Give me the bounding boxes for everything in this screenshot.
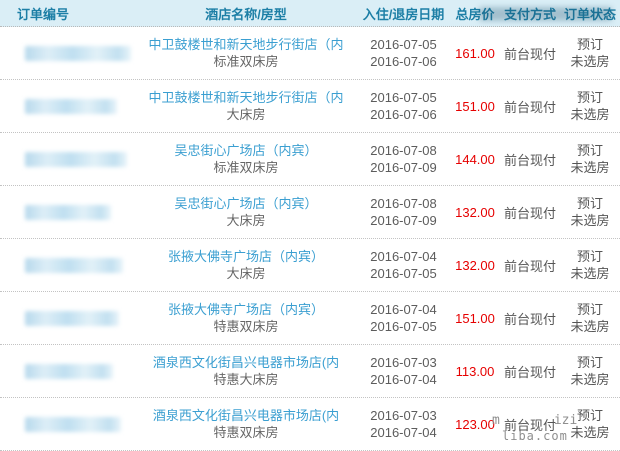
table-row: 吴忠街心广场店（内宾） 标准双床房 2016-07-08 2016-07-09 …: [0, 133, 620, 186]
header-status: 订单状态: [563, 6, 616, 22]
status-line1: 预订: [576, 37, 603, 52]
table-row: 中卫鼓楼世和新天地步行街店（内 标准双床房 2016-07-05 2016-07…: [0, 27, 620, 80]
table-row: 酒泉西文化街昌兴电器市场店(内 特惠双床房 2016-07-03 2016-07…: [0, 398, 620, 451]
header-order-id: 订单编号: [17, 6, 70, 22]
total-price: 144.00: [455, 151, 495, 167]
payment-method: 前台现付: [503, 417, 556, 433]
status-line1: 预订: [576, 355, 603, 370]
checkout-date: 2016-07-05: [370, 319, 437, 334]
total-price: 132.00: [455, 257, 495, 273]
total-price: 113.00: [455, 363, 495, 379]
room-type: 大床房: [226, 266, 266, 281]
checkin-date: 2016-07-08: [370, 196, 437, 211]
payment-method: 前台现付: [503, 152, 556, 168]
status-line2: 未选房: [570, 372, 610, 387]
room-type: 特惠双床房: [213, 425, 279, 440]
status-line2: 未选房: [570, 319, 610, 334]
hotel-link[interactable]: 吴忠街心广场店（内宾）: [174, 143, 318, 158]
order-id-masked: [25, 151, 127, 167]
table-row: 酒泉西文化街昌兴电器市场店(内 特惠大床房 2016-07-03 2016-07…: [0, 345, 620, 398]
checkin-date: 2016-07-05: [370, 37, 437, 52]
status-line1: 预订: [576, 408, 603, 423]
total-price: 132.00: [455, 204, 495, 220]
header-payment: 支付方式: [503, 6, 556, 22]
header-hotel-room: 酒店名称/房型: [205, 6, 287, 22]
payment-method: 前台现付: [503, 364, 556, 380]
checkin-date: 2016-07-04: [370, 249, 437, 264]
checkin-date: 2016-07-03: [370, 355, 437, 370]
status-line1: 预订: [576, 90, 603, 105]
hotel-link[interactable]: 酒泉西文化街昌兴电器市场店(内: [152, 355, 340, 370]
room-type: 标准双床房: [213, 54, 279, 69]
hotel-link[interactable]: 张掖大佛寺广场店（内宾）: [167, 249, 324, 264]
payment-method: 前台现付: [503, 311, 556, 327]
payment-method: 前台现付: [503, 46, 556, 62]
room-type: 标准双床房: [213, 160, 279, 175]
status-line2: 未选房: [570, 54, 610, 69]
checkout-date: 2016-07-04: [370, 425, 437, 440]
status-line1: 预订: [576, 302, 603, 317]
checkin-date: 2016-07-04: [370, 302, 437, 317]
checkout-date: 2016-07-05: [370, 266, 437, 281]
room-type: 大床房: [226, 213, 266, 228]
table-header-row: 订单编号 酒店名称/房型 入住/退房日期 总房价 支付方式 订单状态: [0, 0, 620, 27]
status-line2: 未选房: [570, 213, 610, 228]
header-dates: 入住/退房日期: [362, 6, 445, 22]
hotel-link[interactable]: 酒泉西文化街昌兴电器市场店(内: [152, 408, 340, 423]
order-id-masked: [25, 416, 121, 432]
checkout-date: 2016-07-09: [370, 213, 437, 228]
order-id-masked: [25, 204, 111, 220]
checkout-date: 2016-07-06: [370, 54, 437, 69]
room-type: 特惠大床房: [213, 372, 279, 387]
payment-method: 前台现付: [503, 258, 556, 274]
table-row: 中卫鼓楼世和新天地步行街店（内 大床房 2016-07-05 2016-07-0…: [0, 80, 620, 133]
status-line2: 未选房: [570, 107, 610, 122]
hotel-link[interactable]: 张掖大佛寺广场店（内宾）: [167, 302, 324, 317]
checkout-date: 2016-07-06: [370, 107, 437, 122]
order-id-masked: [25, 45, 131, 61]
checkout-date: 2016-07-09: [370, 160, 437, 175]
order-id-masked: [25, 310, 119, 326]
table-row: 张掖大佛寺广场店（内宾） 特惠双床房 2016-07-04 2016-07-05…: [0, 292, 620, 345]
status-line2: 未选房: [570, 425, 610, 440]
payment-method: 前台现付: [503, 205, 556, 221]
order-id-masked: [25, 98, 117, 114]
hotel-link[interactable]: 吴忠街心广场店（内宾）: [174, 196, 318, 211]
checkout-date: 2016-07-04: [370, 372, 437, 387]
checkin-date: 2016-07-05: [370, 90, 437, 105]
status-line1: 预订: [576, 249, 603, 264]
total-price: 151.00: [455, 98, 495, 114]
total-price: 123.00: [455, 416, 495, 432]
checkin-date: 2016-07-08: [370, 143, 437, 158]
table-row: 张掖大佛寺广场店（内宾） 大床房 2016-07-04 2016-07-05 1…: [0, 239, 620, 292]
hotel-link[interactable]: 中卫鼓楼世和新天地步行街店（内: [148, 90, 344, 105]
table-row: 吴忠街心广场店（内宾） 大床房 2016-07-08 2016-07-09 13…: [0, 186, 620, 239]
checkin-date: 2016-07-03: [370, 408, 437, 423]
order-id-masked: [25, 363, 113, 379]
hotel-link[interactable]: 中卫鼓楼世和新天地步行街店（内: [148, 37, 344, 52]
total-price: 161.00: [455, 45, 495, 61]
status-line1: 预订: [576, 196, 603, 211]
payment-method: 前台现付: [503, 99, 556, 115]
room-type: 大床房: [226, 107, 266, 122]
order-id-masked: [25, 257, 123, 273]
header-total-price: 总房价: [455, 6, 495, 22]
status-line2: 未选房: [570, 266, 610, 281]
status-line2: 未选房: [570, 160, 610, 175]
room-type: 特惠双床房: [213, 319, 279, 334]
total-price: 151.00: [455, 310, 495, 326]
status-line1: 预订: [576, 143, 603, 158]
